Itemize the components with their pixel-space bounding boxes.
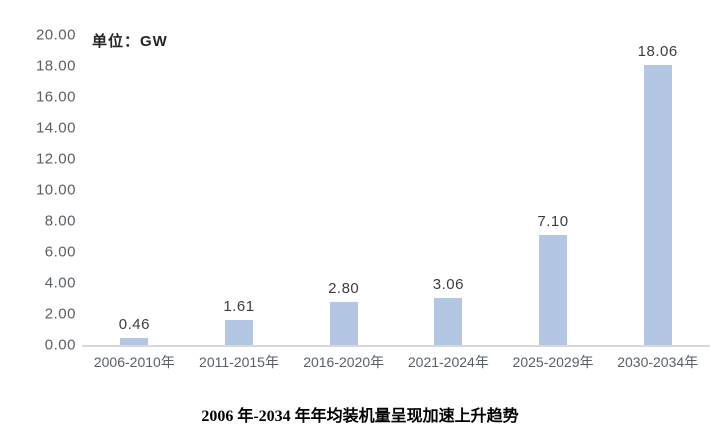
unit-label: 单位：GW [92,33,168,50]
x-category-label: 2030-2034年 [617,354,699,370]
y-tick-label: 8.00 [44,212,76,230]
bar-value-label: 1.61 [223,298,255,316]
x-category-label: 2006-2010年 [93,354,175,370]
bar [643,65,672,345]
bar [329,301,358,345]
y-tick-label: 20.00 [35,26,76,44]
bar-slot: 2.80 [291,35,396,345]
bar-value-label: 2.80 [328,279,360,297]
bar-slot: 7.10 [501,35,606,345]
bar-slot: 18.06 [605,35,710,345]
bar-value-label: 3.06 [432,275,464,293]
bar-value-label: 18.06 [637,43,678,61]
y-tick-label: 6.00 [44,243,76,261]
y-tick-label: 18.00 [35,57,76,75]
bar [120,337,149,345]
bar-value-label: 0.46 [118,315,150,333]
x-category-label: 2011-2015年 [199,354,279,370]
bars-container: 0.46 1.61 2.80 3.06 7.10 18.06 [82,35,710,345]
y-tick-label: 14.00 [35,119,76,137]
x-category-label: 2021-2024年 [407,354,489,370]
bar-slot: 1.61 [187,35,292,345]
y-tick-label: 0.00 [44,336,76,354]
bar-slot: 3.06 [396,35,501,345]
y-tick-label: 16.00 [35,88,76,106]
y-tick-label: 4.00 [44,274,76,292]
bar-value-label: 7.10 [537,212,569,230]
x-axis-labels: 2006-2010年 2011-2015年 2016-2020年 2021-2024年… [82,352,710,372]
bar [434,297,463,345]
y-tick-label: 12.00 [35,150,76,168]
x-category-label: 2016-2020年 [303,354,385,370]
chart-title: 2006 年-2034 年年均装机量呈现加速上升趋势 [201,408,519,425]
y-tick-label: 2.00 [44,305,76,323]
y-axis: 0.00 2.00 4.00 6.00 8.00 10.00 12.00 14.00 16.00… [14,27,76,354]
plot-area: 0.46 1.61 2.80 3.06 7.10 18.06 [82,35,710,347]
x-category-label: 2025-2029年 [512,354,594,370]
y-tick-label: 10.00 [35,181,76,199]
bar [225,320,253,345]
bar [539,234,568,345]
bar-slot: 0.46 [82,35,187,345]
